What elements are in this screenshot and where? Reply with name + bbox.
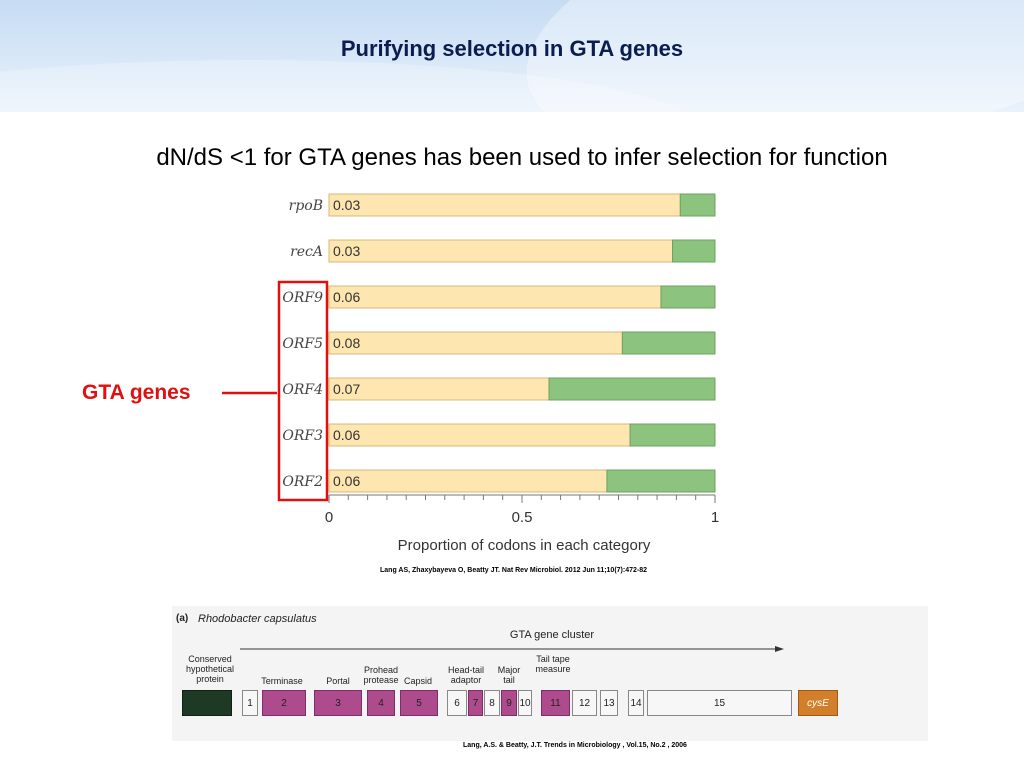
slide-header <box>0 0 1024 112</box>
cluster-label: GTA gene cluster <box>509 629 595 641</box>
gene-box: 1 <box>242 690 258 716</box>
gene-box: 5 <box>400 690 438 716</box>
gene-box: 11 <box>541 690 570 716</box>
gene-box: 9 <box>501 690 517 716</box>
annotation-major-tail: Major tail <box>497 665 521 685</box>
x-tick-label: 0.5 <box>512 509 533 526</box>
gene-label-reca: recA <box>290 244 323 260</box>
gene-label-orf5: ORF5 <box>282 336 323 352</box>
gene-box: 6 <box>447 690 467 716</box>
bar-secondary-rpob <box>679 193 716 217</box>
gene-box: 2 <box>262 690 306 716</box>
bar-value-label-rpob: 0.03 <box>333 197 360 213</box>
gene-box: 15 <box>647 690 792 716</box>
organism-name: Rhodobacter capsulatus <box>198 613 317 625</box>
cluster-arrow <box>240 646 784 652</box>
bar-secondary-orf3 <box>629 423 716 447</box>
bar-value-label-orf4: 0.07 <box>333 381 360 397</box>
gta-highlight-box <box>277 280 329 502</box>
bar-primary-orf5 <box>328 331 623 355</box>
panel-label: (a) <box>176 613 189 624</box>
bar-primary-orf3 <box>328 423 631 447</box>
gene-box: 13 <box>600 690 618 716</box>
gene-label-orf9: ORF9 <box>282 290 323 306</box>
bar-secondary-orf9 <box>660 285 716 309</box>
bar-secondary-reca <box>672 239 716 263</box>
annotation-tail-tape-measure: Tail tape measure <box>535 654 571 674</box>
bar-secondary-orf5 <box>621 331 716 355</box>
bar-primary-reca <box>328 239 674 263</box>
gta-gene-cluster-figure: (a) Rhodobacter capsulatus GTA gene clus… <box>172 606 928 741</box>
annotation-capsid: Capsid <box>403 676 432 686</box>
annotation-terminase: Terminase <box>261 676 303 686</box>
gene-label-orf4: ORF4 <box>282 382 323 398</box>
gene-box: cysE <box>798 690 838 716</box>
gene-box: 14 <box>628 690 644 716</box>
x-tick-label: 0 <box>325 509 333 526</box>
bar-value-label-orf5: 0.08 <box>333 335 360 351</box>
citation-bottom: Lang, A.S. & Beatty, J.T. Trends in Micr… <box>463 742 687 749</box>
bar-primary-rpob <box>328 193 681 217</box>
annotation-portal: Portal <box>326 676 350 686</box>
bar-primary-orf4 <box>328 377 550 401</box>
gene-box: 8 <box>484 690 500 716</box>
gene-label-rpob: rpoB <box>289 198 323 214</box>
x-axis-title: Proportion of codons in each category <box>398 537 651 554</box>
annotation-head-tail-adaptor: Head-tail adaptor <box>447 665 485 685</box>
bar-value-label-orf3: 0.06 <box>333 427 360 443</box>
slide-subtitle: dN/dS <1 for GTA genes has been used to … <box>156 144 888 171</box>
bar-value-label-orf9: 0.06 <box>333 289 360 305</box>
bar-value-label-reca: 0.03 <box>333 243 360 259</box>
gene-box: 7 <box>468 690 483 716</box>
gene-box <box>182 690 232 716</box>
bar-primary-orf2 <box>328 469 608 493</box>
gene-box: 12 <box>572 690 597 716</box>
annotation-conserved: Conserved hypothetical protein <box>185 654 235 684</box>
x-tick-label: 1 <box>711 509 719 526</box>
gta-genes-label: GTA genes <box>82 381 191 404</box>
bar-secondary-orf4 <box>548 377 716 401</box>
dnds-bar-chart: rpoB 0.03 recA 0.03 ORF9 0.06 ORF5 0.08 ORF4 0.07… <box>222 193 719 554</box>
gene-box: 10 <box>518 690 532 716</box>
gene-box: 4 <box>367 690 395 716</box>
bar-value-label-orf2: 0.06 <box>333 473 360 489</box>
gene-label-orf3: ORF3 <box>282 428 323 444</box>
citation-top: Lang AS, Zhaxybayeva O, Beatty JT. Nat R… <box>380 567 648 574</box>
annotation-prohead-protease: Prohead protease <box>363 665 399 685</box>
bar-primary-orf9 <box>328 285 662 309</box>
gene-label-orf2: ORF2 <box>282 474 323 490</box>
slide-title: Purifying selection in GTA genes <box>340 36 684 61</box>
gene-box: 3 <box>314 690 362 716</box>
bar-secondary-orf2 <box>606 469 716 493</box>
